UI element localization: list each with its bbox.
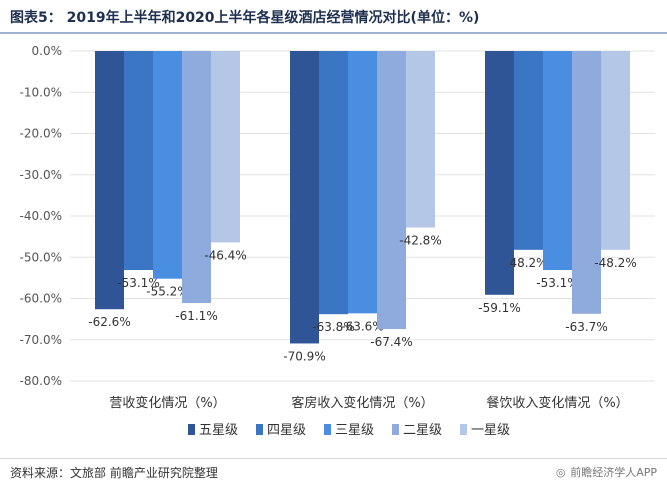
watermark: ◎ 前瞻经济学人APP [555,464,657,480]
bar [95,51,124,310]
bar [124,51,153,271]
legend-label: 二星级 [403,423,442,438]
y-tick-label: -30.0% [20,168,62,182]
data-label: 48.2% [509,256,547,270]
bar [514,51,543,250]
y-tick-label: -10.0% [20,85,62,99]
data-label: -61.1% [175,309,217,323]
bar-chart: 0.0% -10.0% -20.0% -30.0% -40.0% -50.0% -60.0%… [20,44,655,438]
data-label: -63.7% [565,320,607,334]
y-tick-label: -80.0% [20,374,62,388]
bar [182,51,211,304]
bar [319,51,348,315]
y-tick-label: -20.0% [20,127,62,141]
chart-title: 图表5： 2019年上半年和2020上半年各星级酒店经营情况对比(单位：%) [10,10,480,26]
footer-divider [0,458,667,459]
legend-label: 三星级 [335,423,374,438]
bar [543,51,572,271]
data-label: -48.2% [594,256,636,270]
legend-swatch [392,424,399,435]
bar [348,51,377,314]
bar [572,51,601,314]
y-tick-label: 0.0% [32,44,63,58]
data-label: -67.4% [370,335,412,349]
y-tick-label: -60.0% [20,292,62,306]
data-label: -63.8% [312,320,354,334]
legend-swatch [256,424,263,435]
bar [406,51,435,228]
legend-swatch [324,424,331,435]
wechat-icon: ◎ [555,466,566,479]
x-tick-label: 营收变化情况（%） [109,395,225,411]
bar [211,51,240,243]
data-label: -42.8% [399,234,441,248]
data-label: -55.2% [146,285,188,299]
data-label: -53.1% [117,276,159,290]
legend-swatch [188,424,195,435]
legend-label: 四星级 [267,423,306,438]
data-label: -63.6% [341,319,383,333]
x-tick-label: 餐饮收入变化情况（%） [486,395,628,411]
bar [290,51,319,344]
title-bar: 图表5： 2019年上半年和2020上半年各星级酒店经营情况对比(单位：%) [0,0,667,34]
y-tick-label: -40.0% [20,209,62,223]
y-tick-label: -70.0% [20,333,62,347]
y-tick-label: -50.0% [20,250,62,264]
x-tick-label: 客房收入变化情况（%） [291,395,433,411]
bar [377,51,406,330]
data-label: -62.6% [88,315,130,329]
legend-label: 一星级 [471,423,510,438]
data-label: -59.1% [478,301,520,315]
legend-swatch [460,424,467,435]
watermark-text: 前瞻经济学人APP [570,466,657,479]
legend-label: 五星级 [199,423,238,438]
bar [485,51,514,295]
data-label: -70.9% [283,349,325,363]
bar [601,51,630,250]
source-note: 资料来源：文旅部 前瞻产业研究院整理 [10,466,218,480]
bar [153,51,182,279]
data-label: -46.4% [204,248,246,262]
data-label: -53.1% [536,276,578,290]
